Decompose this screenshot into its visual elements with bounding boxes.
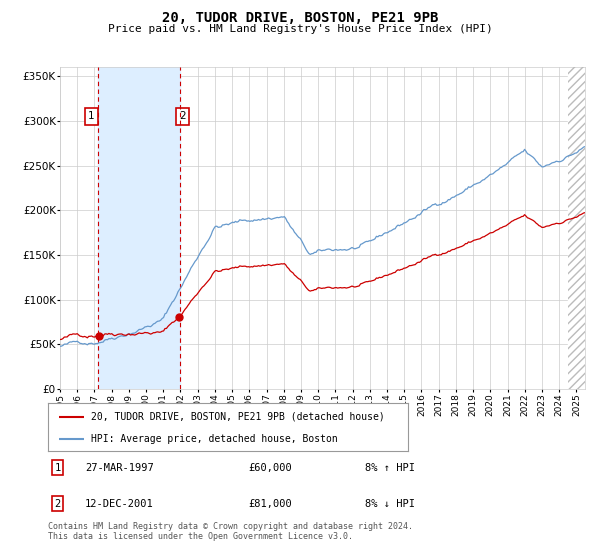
Text: 8% ↑ HPI: 8% ↑ HPI bbox=[365, 463, 415, 473]
Text: 27-MAR-1997: 27-MAR-1997 bbox=[85, 463, 154, 473]
Text: £81,000: £81,000 bbox=[248, 499, 292, 509]
Text: 20, TUDOR DRIVE, BOSTON, PE21 9PB: 20, TUDOR DRIVE, BOSTON, PE21 9PB bbox=[162, 11, 438, 25]
Text: 1: 1 bbox=[55, 463, 61, 473]
Text: 2: 2 bbox=[179, 111, 185, 122]
Text: 12-DEC-2001: 12-DEC-2001 bbox=[85, 499, 154, 509]
Text: HPI: Average price, detached house, Boston: HPI: Average price, detached house, Bost… bbox=[91, 434, 338, 444]
Text: 20, TUDOR DRIVE, BOSTON, PE21 9PB (detached house): 20, TUDOR DRIVE, BOSTON, PE21 9PB (detac… bbox=[91, 412, 385, 422]
Bar bbox=[568, 67, 600, 389]
Bar bbox=[568, 67, 600, 389]
Text: Price paid vs. HM Land Registry's House Price Index (HPI): Price paid vs. HM Land Registry's House … bbox=[107, 24, 493, 34]
Text: £60,000: £60,000 bbox=[248, 463, 292, 473]
Bar bbox=[98, 67, 179, 389]
Text: 8% ↓ HPI: 8% ↓ HPI bbox=[365, 499, 415, 509]
Text: Contains HM Land Registry data © Crown copyright and database right 2024.
This d: Contains HM Land Registry data © Crown c… bbox=[48, 522, 413, 542]
Text: 1: 1 bbox=[88, 111, 95, 122]
Text: 2: 2 bbox=[55, 499, 61, 509]
